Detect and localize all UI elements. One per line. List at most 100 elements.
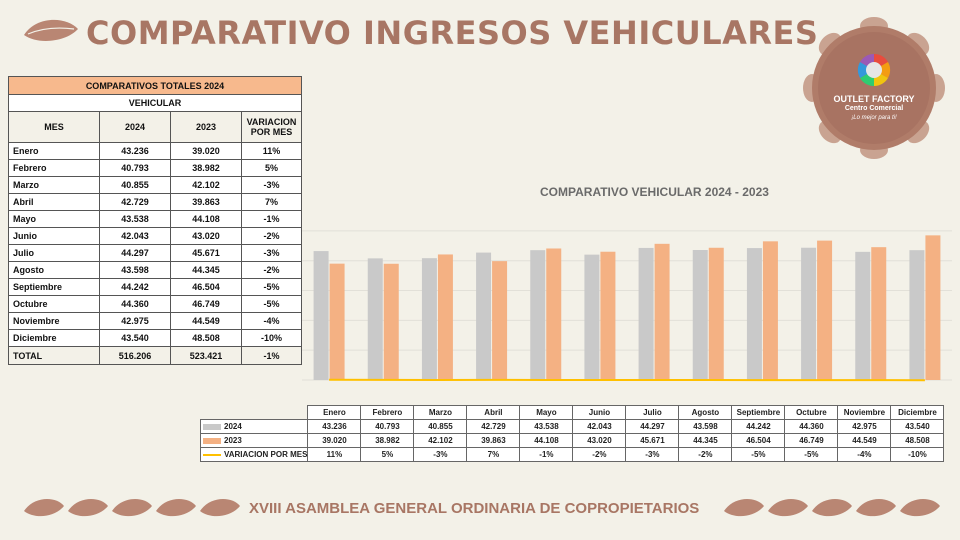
month-cell: Marzo xyxy=(8,176,100,194)
bar-2023 xyxy=(925,235,941,380)
bar-2023 xyxy=(762,241,778,380)
legend-2024: 2024 xyxy=(199,419,309,434)
legend-swatch-2024 xyxy=(203,423,221,430)
data-label: -3% xyxy=(413,447,468,462)
variacion-cell: -5% xyxy=(241,278,302,296)
value-2024-cell: 43.236 xyxy=(99,142,171,160)
summary-subheader: VEHICULAR xyxy=(8,94,302,112)
data-label: 43.598 xyxy=(678,419,733,434)
data-label: 43.020 xyxy=(572,433,627,448)
bar-2024 xyxy=(421,258,437,380)
data-label: 39.020 xyxy=(307,433,362,448)
chart-title: COMPARATIVO VEHICULAR 2024 - 2023 xyxy=(540,185,769,199)
value-2023-cell: 46.749 xyxy=(170,295,242,313)
category-header: Junio xyxy=(572,405,627,420)
category-header: Noviembre xyxy=(837,405,892,420)
data-label: 43.538 xyxy=(519,419,574,434)
logo-name: OUTLET FACTORY xyxy=(833,94,915,104)
value-2024-cell: 40.855 xyxy=(99,176,171,194)
category-header: Marzo xyxy=(413,405,468,420)
leaf-icon xyxy=(24,19,78,41)
bar-2023 xyxy=(871,247,887,380)
table-row: Diciembre 43.540 48.508 -10% xyxy=(8,329,302,347)
variacion-cell: -3% xyxy=(241,244,302,262)
value-2024-cell: 42.043 xyxy=(99,227,171,245)
value-2024-cell: 43.598 xyxy=(99,261,171,279)
data-label: 44.549 xyxy=(837,433,892,448)
variacion-cell: 5% xyxy=(241,159,302,177)
bar-2024 xyxy=(313,251,329,380)
bar-2023 xyxy=(708,247,724,380)
variacion-cell: 7% xyxy=(241,193,302,211)
bar-2023 xyxy=(654,243,670,380)
variacion-cell: -2% xyxy=(241,261,302,279)
month-cell: Octubre xyxy=(8,295,100,313)
total-2024: 516.206 xyxy=(99,346,171,365)
value-2024-cell: 43.540 xyxy=(99,329,171,347)
summary-band: COMPARATIVOS TOTALES 2024 xyxy=(8,76,302,95)
data-label: 44.360 xyxy=(784,419,839,434)
bar-2024 xyxy=(909,250,925,380)
category-header: Febrero xyxy=(360,405,415,420)
month-cell: Septiembre xyxy=(8,278,100,296)
variacion-cell: -5% xyxy=(241,295,302,313)
value-2024-cell: 42.729 xyxy=(99,193,171,211)
chart-data-table: Enero Febrero Marzo Abril Mayo Junio Julio Agos… xyxy=(199,405,945,462)
data-label: 44.242 xyxy=(731,419,786,434)
value-2023-cell: 45.671 xyxy=(170,244,242,262)
variacion-cell: -1% xyxy=(241,210,302,228)
logo-badge-icon xyxy=(803,17,945,159)
data-label: 44.108 xyxy=(519,433,574,448)
value-2024-cell: 40.793 xyxy=(99,159,171,177)
data-label: -10% xyxy=(890,447,945,462)
data-label: 42.102 xyxy=(413,433,468,448)
table-row: Octubre 44.360 46.749 -5% xyxy=(8,295,302,313)
col-header-2023: 2023 xyxy=(170,111,242,143)
category-header: Enero xyxy=(307,405,362,420)
data-label: 44.345 xyxy=(678,433,733,448)
total-2023: 523.421 xyxy=(170,346,242,365)
data-label: -2% xyxy=(572,447,627,462)
bar-2024 xyxy=(855,251,871,380)
col-header-2024: 2024 xyxy=(99,111,171,143)
data-label: 42.729 xyxy=(466,419,521,434)
data-label: 45.671 xyxy=(625,433,680,448)
page-title: COMPARATIVO INGRESOS VEHICULARES xyxy=(86,14,819,52)
data-label: 7% xyxy=(466,447,521,462)
table-row: Septiembre 44.242 46.504 -5% xyxy=(8,278,302,296)
data-label: 42.975 xyxy=(837,419,892,434)
data-label: -3% xyxy=(625,447,680,462)
value-2024-cell: 43.538 xyxy=(99,210,171,228)
month-cell: Febrero xyxy=(8,159,100,177)
value-2023-cell: 44.549 xyxy=(170,312,242,330)
summary-table: COMPARATIVOS TOTALES 2024 VEHICULAR MES … xyxy=(8,76,302,365)
bar-2023 xyxy=(492,261,508,380)
bar-2023 xyxy=(329,263,345,380)
variacion-cell: -3% xyxy=(241,176,302,194)
variacion-cell: 11% xyxy=(241,142,302,160)
value-2024-cell: 42.975 xyxy=(99,312,171,330)
value-2024-cell: 44.297 xyxy=(99,244,171,262)
value-2023-cell: 39.020 xyxy=(170,142,242,160)
table-row: Junio 42.043 43.020 -2% xyxy=(8,227,302,245)
category-header: Agosto xyxy=(678,405,733,420)
logo-subtitle: Centro Comercial xyxy=(844,105,904,112)
month-cell: Noviembre xyxy=(8,312,100,330)
logo: OUTLET FACTORY Centro Comercial ¡Lo mejo… xyxy=(800,14,948,162)
bar-2024 xyxy=(584,254,600,380)
data-label: -5% xyxy=(784,447,839,462)
data-label: 40.793 xyxy=(360,419,415,434)
data-label: 46.749 xyxy=(784,433,839,448)
variacion-cell: -4% xyxy=(241,312,302,330)
bar-2024 xyxy=(638,247,654,380)
legend-swatch-variacion xyxy=(203,453,221,456)
total-variacion: -1% xyxy=(241,346,302,365)
value-2023-cell: 43.020 xyxy=(170,227,242,245)
table-row: Noviembre 42.975 44.549 -4% xyxy=(8,312,302,330)
data-label: 42.043 xyxy=(572,419,627,434)
value-2023-cell: 44.108 xyxy=(170,210,242,228)
variacion-cell: -2% xyxy=(241,227,302,245)
month-cell: Abril xyxy=(8,193,100,211)
data-label: -1% xyxy=(519,447,574,462)
data-label: 46.504 xyxy=(731,433,786,448)
